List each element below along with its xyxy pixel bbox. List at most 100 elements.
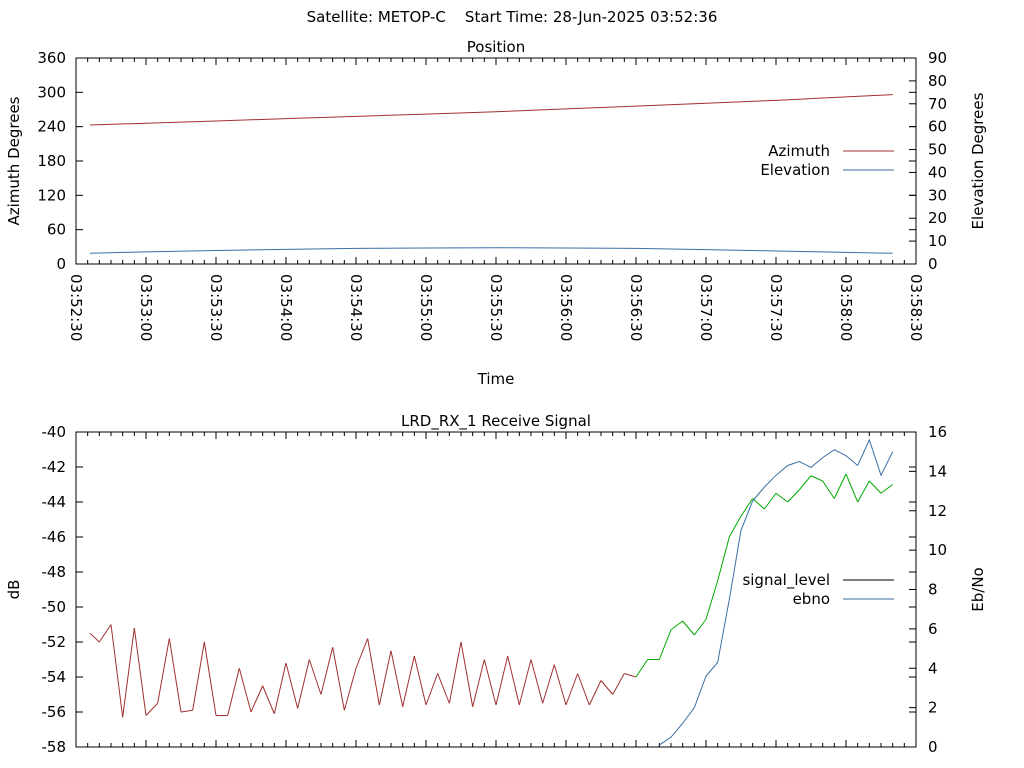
series-segment-signal_level [530,659,544,704]
series-segment-signal_level [297,659,310,709]
legend-label-Azimuth: Azimuth [768,142,830,160]
series-segment-signal_level [122,627,135,718]
series-segment-signal_level [798,475,812,491]
y2-tick-label: 0 [928,255,938,273]
series-segment-signal_level [262,685,275,714]
y2-tick-label: 30 [928,186,947,204]
y-tick-label: -50 [42,598,67,616]
y-tick-label: -56 [42,703,67,721]
series-segment-signal_level [635,659,649,678]
series-segment-signal_level [157,638,170,704]
y-tick-label: 300 [37,83,66,101]
series-segment-signal_level [822,480,835,499]
series-segment-signal_level [705,580,719,620]
series-segment-signal_level [868,480,882,494]
series-segment-signal_level [168,638,182,713]
series-segment-signal_level [682,620,695,636]
series-segment-signal_level [343,668,357,711]
x-tick-label: 03:58:00 [837,274,855,341]
series-segment-signal_level [518,659,532,706]
chart-title-1: LRD_RX_1 Receive Signal [401,412,591,431]
series-segment-signal_level [624,673,637,678]
series-segment-signal_level [378,650,392,706]
series-segment-signal_level [250,685,264,713]
chart-title-0: Position [467,38,525,56]
y2-tick-label: 40 [928,163,947,181]
series-segment-signal_level [857,480,870,503]
y-axis-label-0: Azimuth Degrees [5,96,23,225]
x-tick-label: 03:58:30 [907,274,925,341]
y2-tick-label: 70 [928,95,947,113]
y2-tick-label: 60 [928,118,947,136]
series-segment-signal_level [110,624,124,718]
series-line-Elevation [89,247,893,254]
series-segment-signal_level [693,618,707,636]
legend-label-Elevation: Elevation [760,161,830,179]
x-tick-label: 03:57:00 [697,274,715,341]
series-segment-signal_level [133,627,147,716]
y2-tick-label: 0 [928,738,938,756]
y2-tick-label: 2 [928,699,938,717]
series-segment-signal_level [717,536,730,581]
series-segment-signal_level [413,655,427,706]
x-tick-label: 03:53:30 [207,274,225,341]
y-tick-label: 0 [56,255,66,273]
series-segment-signal_level [658,629,672,660]
y-tick-label: -46 [42,528,67,546]
series-segment-signal_level [483,659,497,706]
series-segment-signal_level [787,489,800,503]
series-segment-signal_level [227,668,240,716]
series-segment-signal_level [810,475,823,482]
y2-axis-label-0: Elevation Degrees [969,92,987,229]
x-tick-label: 03:55:30 [487,274,505,341]
legend-label-ebno: ebno [793,590,830,608]
series-segment-signal_level [192,641,205,711]
series-segment-signal_level [402,655,415,707]
y2-tick-label: 50 [928,141,947,159]
y2-tick-label: 80 [928,72,947,90]
series-segment-signal_level [89,632,100,643]
y2-axis-label-1: Eb/No [969,567,987,611]
y-tick-label: 120 [37,186,66,204]
x-tick-label: 03:57:30 [767,274,785,341]
series-line-Azimuth [89,94,893,126]
y2-tick-label: 20 [928,209,947,227]
series-segment-signal_level [390,650,404,707]
y-tick-label: -52 [42,633,67,651]
x-tick-label: 03:52:30 [67,274,85,341]
y-tick-label: -48 [42,563,67,581]
series-segment-signal_level [238,668,252,713]
series-segment-signal_level [880,484,893,494]
series-segment-signal_level [763,492,777,510]
series-line-ebno [659,438,894,746]
y-tick-label: 240 [37,118,66,136]
series-segment-signal_level [203,641,217,716]
y2-tick-label: 6 [928,620,938,638]
series-segment-signal_level [495,655,509,706]
series-segment-signal_level [728,515,742,538]
series-segment-signal_level [355,638,369,669]
series-segment-signal_level [425,673,439,706]
x-tick-label: 03:55:00 [417,274,435,341]
series-segment-signal_level [542,664,555,704]
series-segment-signal_level [833,473,847,499]
y2-tick-label: 10 [928,232,947,250]
series-segment-signal_level [273,662,287,714]
y2-tick-label: 90 [928,49,947,67]
series-segment-signal_level [285,662,299,709]
series-segment-signal_level [577,673,590,706]
y-tick-label: -58 [42,738,67,756]
series-segment-signal_level [775,492,788,503]
series-segment-signal_level [845,473,859,503]
series-segment-signal_level [740,498,754,517]
y-tick-label: 180 [37,152,66,170]
y2-tick-label: 14 [928,462,947,480]
y-tick-label: -42 [42,458,67,476]
series-segment-signal_level [437,673,450,704]
y-tick-label: -40 [42,423,67,441]
series-segment-signal_level [752,498,765,510]
series-segment-signal_level [507,655,520,706]
y-tick-label: 360 [37,49,66,67]
series-segment-signal_level [612,673,625,695]
